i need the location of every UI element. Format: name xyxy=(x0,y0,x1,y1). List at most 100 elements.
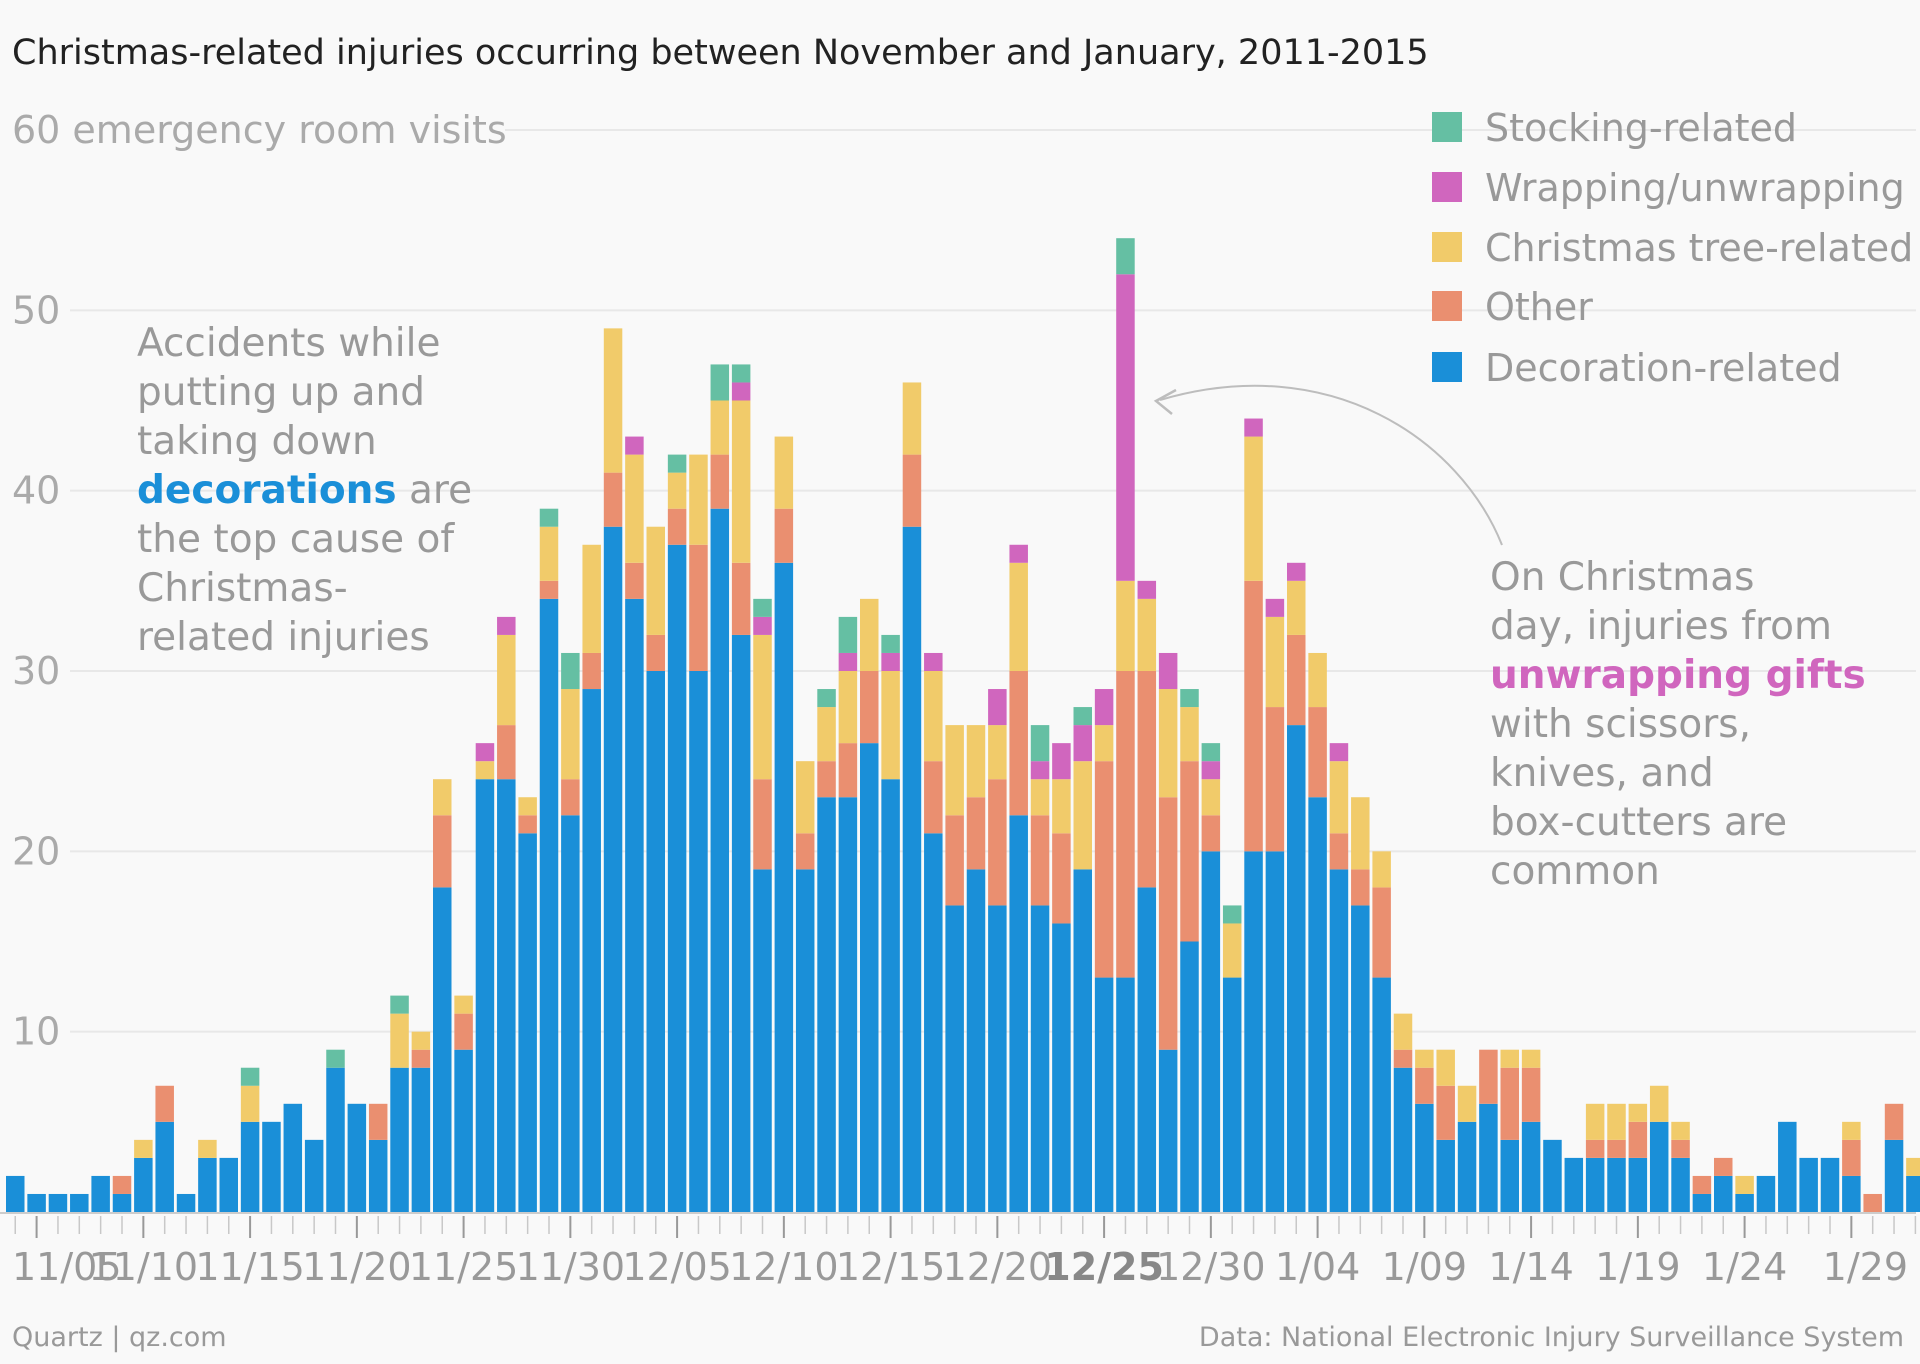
bar-segment: Decoration-related: 2 xyxy=(1714,1175,1733,1212)
bar-segment: Other: 2 xyxy=(561,779,580,816)
bar-segment: Other: 5 xyxy=(945,815,964,906)
annotation-line: box-cutters are xyxy=(1490,800,1787,845)
bar-segment: Christmas tree-related: 1 xyxy=(198,1139,217,1158)
bar-segment: Other: 3 xyxy=(774,508,794,563)
bar-segment: Wrapping/unwrapping: 1 xyxy=(1287,562,1306,581)
bar-segment: Christmas tree-related: 9 xyxy=(731,400,751,563)
bar-segment: Stocking-related: 1 xyxy=(240,1067,260,1086)
bar-segment: Christmas tree-related: 6 xyxy=(1009,562,1028,671)
bar-segment: Stocking-related: 1 xyxy=(1222,905,1242,924)
x-axis: 11/0511/1011/1511/2011/2511/3012/0512/10… xyxy=(0,1212,1917,1289)
legend-swatch xyxy=(1432,232,1462,262)
bar-segment: Christmas tree-related: 6 xyxy=(582,544,601,653)
bar-segment: Stocking-related: 1 xyxy=(667,454,687,473)
bar-segment: Other: 12 xyxy=(1094,761,1114,978)
bar-segment: Other: 1 xyxy=(112,1175,132,1194)
bar-segment: Christmas tree-related: 5 xyxy=(561,689,580,780)
bar-segment: Decoration-related: 16 xyxy=(1052,923,1071,1212)
bar-segment: Other: 2 xyxy=(1201,815,1221,852)
bar-segment: Other: 2 xyxy=(817,761,836,798)
bar-segment: Stocking-related: 1 xyxy=(753,598,772,617)
bar-segment: Decoration-related: 30 xyxy=(646,671,665,1212)
legend-label: Stocking-related xyxy=(1485,106,1797,150)
bar-segment: Other: 4 xyxy=(433,815,452,888)
bar-segment: Decoration-related: 5 xyxy=(240,1121,260,1212)
x-tick-label: 12/10 xyxy=(729,1245,839,1289)
annotation-arrow-head xyxy=(1153,388,1177,415)
bar-segment: Other: 3 xyxy=(1436,1085,1455,1140)
bar-segment: Other: 2 xyxy=(155,1085,174,1122)
bar-segment: Decoration-related: 1 xyxy=(176,1193,196,1212)
bar-segment: Christmas tree-related: 5 xyxy=(945,725,964,816)
legend-swatch xyxy=(1432,112,1462,142)
bar-segment: Other: 2 xyxy=(1351,869,1370,906)
bar-segment: Decoration-related: 2 xyxy=(6,1175,25,1212)
bar-segment: Other: 1 xyxy=(1692,1175,1712,1194)
bar-segment: Other: 5 xyxy=(1030,815,1050,906)
y-tick-label: 30 xyxy=(12,649,60,693)
bar-segment: Other: 2 xyxy=(1842,1139,1861,1176)
bar-segment: Decoration-related: 17 xyxy=(988,905,1007,1212)
bar-segment: Christmas tree-related: 3 xyxy=(390,1013,409,1068)
x-tick-label: 1/29 xyxy=(1823,1245,1908,1289)
bar-segment: Christmas tree-related: 6 xyxy=(1158,689,1178,798)
bar-segment: Other: 15 xyxy=(1244,580,1263,852)
bar-segment: Other: 8 xyxy=(1265,707,1285,852)
bar-segment: Christmas tree-related: 1 xyxy=(454,995,473,1014)
bar-segment: Wrapping/unwrapping: 2 xyxy=(988,689,1007,726)
bar-segment: Other: 1 xyxy=(539,580,559,599)
bar-segment: Decoration-related: 22 xyxy=(561,815,580,1212)
bar-segment: Christmas tree-related: 1 xyxy=(1735,1175,1754,1194)
bar-segment: Decoration-related: 8 xyxy=(411,1067,431,1212)
bar-segment: Christmas tree-related: 4 xyxy=(860,598,879,671)
bar-segment: Decoration-related: 1 xyxy=(48,1193,68,1212)
bar-segment: Decoration-related: 8 xyxy=(390,1067,409,1212)
bar-segment: Decoration-related: 1 xyxy=(112,1193,132,1212)
bar-segment: Christmas tree-related: 4 xyxy=(795,761,815,834)
bar-segment: Other: 1 xyxy=(1671,1139,1690,1158)
bar-segment: Decoration-related: 26 xyxy=(860,743,879,1212)
bar-segment: Decoration-related: 27 xyxy=(1287,725,1306,1212)
bar-segment: Christmas tree-related: 3 xyxy=(1287,580,1306,635)
bar-segment: Christmas tree-related: 5 xyxy=(689,454,708,545)
bar-segment: Other: 12 xyxy=(1137,671,1157,888)
bar-segment: Decoration-related: 22 xyxy=(1009,815,1028,1212)
bar-segment: Christmas tree-related: 5 xyxy=(497,634,516,726)
bar-segment: Stocking-related: 2 xyxy=(710,364,730,401)
bar-segment: Decoration-related: 4 xyxy=(368,1139,388,1212)
bar-segment: Christmas tree-related: 2 xyxy=(1094,725,1114,762)
bar-segment: Decoration-related: 19 xyxy=(1073,869,1092,1212)
bar-segment: Wrapping/unwrapping: 17 xyxy=(1116,274,1135,581)
bar-segment: Christmas tree-related: 5 xyxy=(1116,580,1135,671)
bar-segment: Christmas tree-related: 2 xyxy=(1607,1103,1626,1140)
bar-segment: Other: 7 xyxy=(988,779,1007,906)
bar-segment: Christmas tree-related: 2 xyxy=(1372,851,1391,888)
bar-segment: Christmas tree-related: 6 xyxy=(646,526,665,635)
bar-segment: Wrapping/unwrapping: 1 xyxy=(1329,743,1349,762)
annotation-line: On Christmas xyxy=(1490,555,1754,600)
bar-segment: Decoration-related: 18 xyxy=(1137,887,1157,1212)
bar-segment: Decoration-related: 23 xyxy=(1308,797,1327,1212)
bar-segment: Stocking-related: 1 xyxy=(881,634,900,653)
bar-segment: Other: 14 xyxy=(1158,797,1178,1050)
bar-segment: Wrapping/unwrapping: 1 xyxy=(475,743,495,762)
x-tick-label: 11/25 xyxy=(409,1245,519,1289)
bar-segment: Stocking-related: 1 xyxy=(1073,707,1092,726)
bar-segment: Other: 5 xyxy=(1052,833,1071,924)
bar-segment: Decoration-related: 19 xyxy=(753,869,772,1212)
x-tick-label: 1/14 xyxy=(1488,1245,1573,1289)
bar-segment: Other: 5 xyxy=(1372,887,1391,978)
annotation-line: the top cause of xyxy=(137,517,455,562)
bar-segment: Christmas tree-related: 1 xyxy=(518,797,537,816)
bar-segment: Decoration-related: 5 xyxy=(155,1121,174,1212)
bar-segment: Christmas tree-related: 4 xyxy=(838,671,858,744)
bar-segment: Decoration-related: 1 xyxy=(1692,1193,1712,1212)
bar-segment: Decoration-related: 32 xyxy=(731,634,751,1212)
bar-segment: Other: 4 xyxy=(902,454,922,527)
annotation-line: decorations are xyxy=(137,468,472,513)
bar-segment: Decoration-related: 13 xyxy=(1094,977,1114,1212)
bar-segment: Decoration-related: 5 xyxy=(1649,1121,1669,1212)
bar-segment: Other: 3 xyxy=(1521,1067,1541,1122)
bar-segment: Decoration-related: 24 xyxy=(497,779,516,1212)
bar-segment: Other: 3 xyxy=(1479,1049,1498,1104)
